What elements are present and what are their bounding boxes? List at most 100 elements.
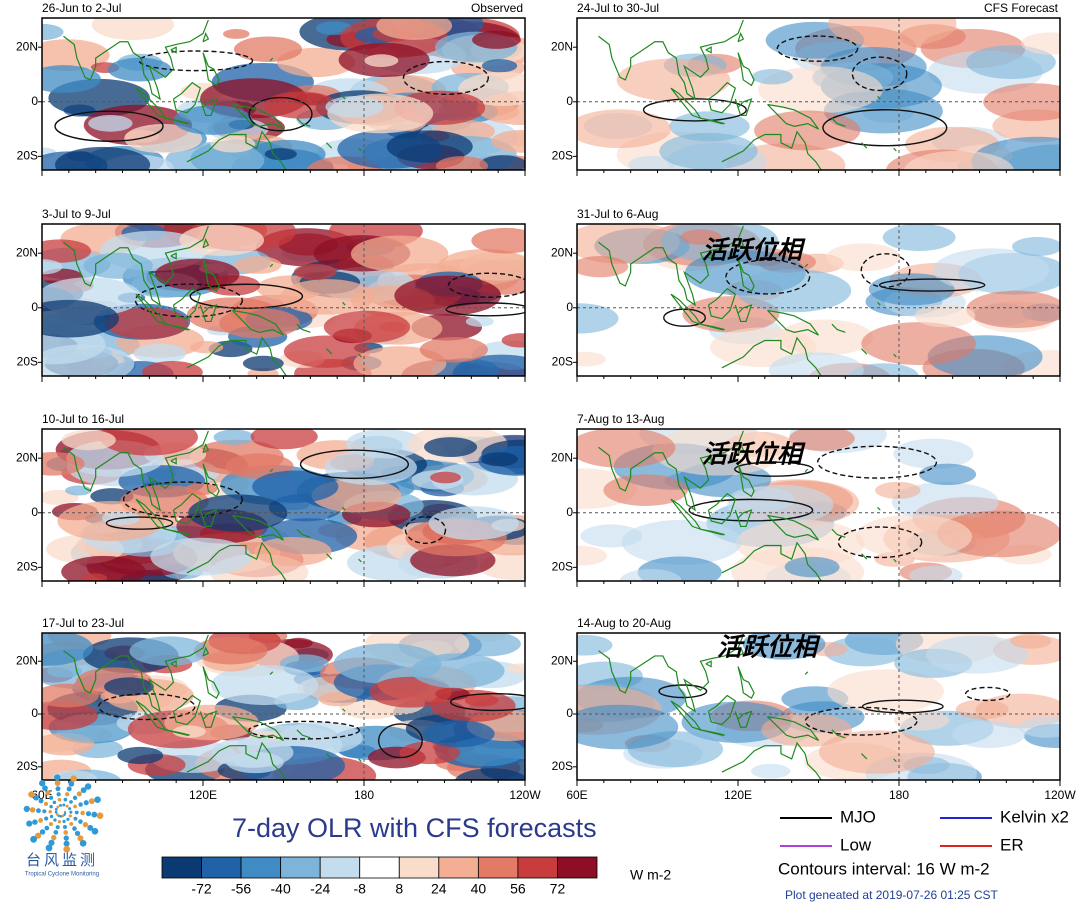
- coastline: [358, 758, 362, 762]
- contour: [138, 50, 254, 72]
- contour-note: Contours interval: 16 W m-2: [778, 859, 990, 878]
- olr-anomaly: [422, 720, 495, 748]
- logo-dot: [59, 815, 63, 818]
- contour: [402, 60, 489, 96]
- logo-dot: [68, 807, 72, 811]
- logo-dot: [54, 807, 58, 811]
- coastline: [165, 117, 190, 125]
- olr-anomaly: [577, 351, 606, 367]
- coastline: [342, 708, 346, 712]
- coastline: [737, 666, 755, 700]
- lat-label: 20N: [16, 39, 38, 53]
- olr-anomaly: [88, 115, 133, 132]
- coastline: [172, 81, 202, 114]
- olr-anomaly: [83, 252, 153, 279]
- map-panel: [577, 4, 1060, 170]
- coastline: [792, 415, 795, 429]
- coastline: [861, 553, 868, 560]
- coastline: [721, 541, 822, 581]
- logo-dot: [57, 814, 61, 818]
- olr-anomaly: [501, 333, 525, 348]
- olr-anomaly: [399, 741, 461, 765]
- lat-label: 20N: [16, 450, 38, 464]
- olr-anomaly: [325, 96, 384, 118]
- olr-anomaly: [966, 45, 1056, 79]
- coastline: [705, 457, 712, 465]
- logo-dot: [77, 835, 84, 842]
- panel-title: 14-Aug to 20-Aug: [577, 616, 671, 630]
- logo-dot: [55, 786, 61, 792]
- coastline: [707, 287, 737, 320]
- coastline: [792, 4, 795, 18]
- olr-anomaly: [226, 751, 284, 774]
- coastline: [700, 729, 725, 736]
- coastline: [165, 528, 190, 536]
- olr-anomaly: [172, 725, 206, 738]
- logo-dot: [63, 824, 67, 829]
- logo-dot: [48, 839, 55, 846]
- lon-label: 120W: [509, 788, 541, 802]
- olr-anomaly: [742, 633, 826, 660]
- olr-anomaly: [768, 352, 864, 376]
- coastline: [737, 258, 755, 293]
- coastline: [737, 237, 745, 249]
- coastline: [257, 210, 260, 224]
- coastline: [296, 729, 311, 739]
- coastline: [765, 423, 768, 428]
- olr-anomaly: [323, 310, 411, 344]
- colorbar-box: [319, 856, 361, 879]
- coastline: [63, 19, 209, 101]
- logo-dot: [23, 805, 30, 813]
- coastline: [202, 237, 210, 249]
- logo-dot: [55, 812, 59, 816]
- logo-dot: [29, 807, 36, 813]
- olr-anomaly: [909, 565, 963, 581]
- logo-dot: [35, 832, 42, 839]
- coastline: [767, 103, 819, 130]
- logo-dot: [91, 811, 98, 818]
- coastline: [202, 646, 210, 657]
- olr-anomaly: [966, 290, 1060, 328]
- logo-dot: [63, 797, 68, 802]
- legend-label: ER: [1000, 835, 1024, 854]
- coastline: [705, 252, 712, 260]
- coastline: [598, 430, 744, 512]
- coastline: [804, 671, 809, 675]
- logo-dot: [69, 810, 73, 814]
- coastline: [767, 514, 819, 541]
- coastline: [202, 31, 210, 43]
- olr-anomaly: [252, 470, 339, 503]
- logo-dot: [62, 803, 66, 807]
- contour: [822, 109, 948, 147]
- coastline: [700, 528, 725, 536]
- olr-anomaly: [861, 322, 976, 366]
- contour: [734, 461, 814, 477]
- logo-dot: [54, 774, 61, 781]
- panel-title: 10-Jul to 16-Jul: [42, 412, 124, 426]
- olr-anomaly: [472, 30, 521, 49]
- contour: [404, 516, 447, 544]
- panel-title: 3-Jul to 9-Jul: [42, 207, 111, 221]
- coastline: [170, 252, 177, 260]
- coastline: [342, 301, 346, 306]
- logo-dot: [73, 804, 77, 809]
- olr-anomaly: [1019, 717, 1060, 738]
- olr-anomaly: [411, 653, 505, 689]
- olr-anomaly: [51, 770, 98, 780]
- olr-anomaly: [223, 28, 250, 39]
- panel-title: 24-Jul to 30-Jul: [577, 1, 659, 15]
- coastline: [705, 660, 712, 668]
- colorbar-label: 56: [510, 881, 526, 897]
- logo-dot: [42, 809, 47, 814]
- olr-anomaly: [919, 463, 977, 486]
- coastline: [186, 741, 287, 780]
- contour: [816, 445, 938, 479]
- olr-anomaly: [264, 148, 297, 161]
- coastline: [707, 694, 737, 726]
- logo-dot: [56, 805, 60, 809]
- legend-label: Low: [840, 835, 872, 854]
- olr-anomaly: [464, 694, 499, 707]
- logo-subtitle: Tropical Cyclone Monitoring: [25, 872, 99, 878]
- colorbar-label: 24: [431, 881, 447, 897]
- coastline: [765, 12, 768, 17]
